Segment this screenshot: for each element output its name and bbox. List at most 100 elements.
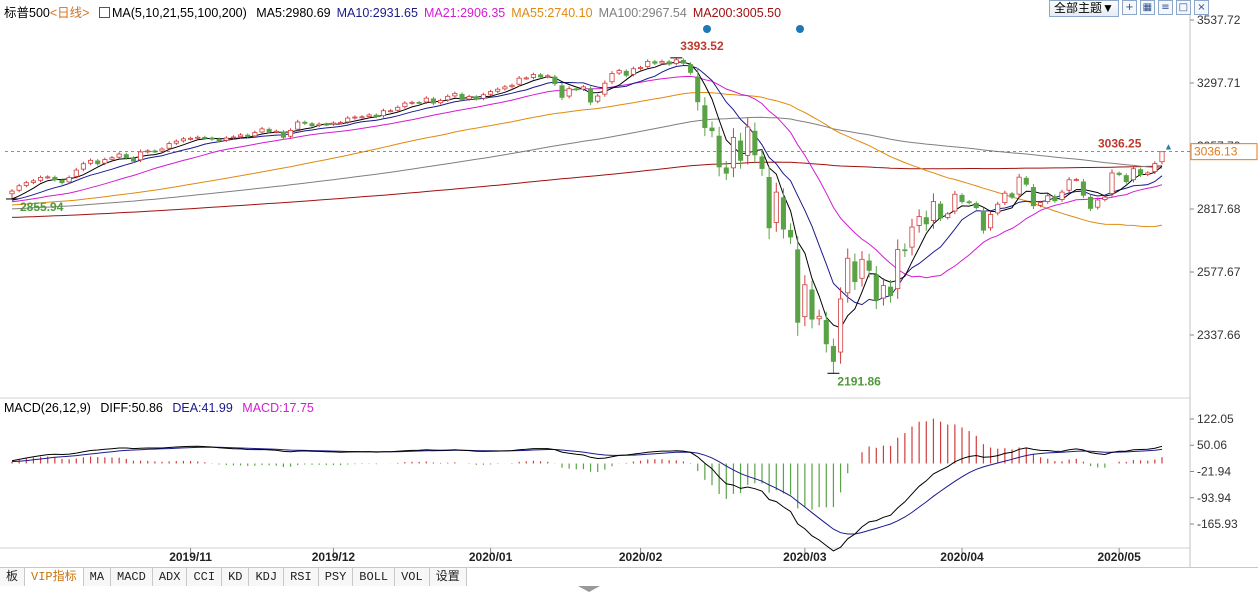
indicator-tabs: 板 VIP指标 MA MACD ADX CCI KD KDJ RSI PSY BOLL VOL 设置	[0, 567, 1258, 586]
candle-body	[352, 116, 358, 119]
candle-body	[430, 98, 436, 104]
candle-body	[388, 110, 394, 113]
candle-body	[516, 77, 522, 85]
candle	[566, 86, 572, 99]
candle	[759, 149, 765, 176]
candle-body	[288, 130, 294, 137]
candle-body	[295, 121, 301, 130]
candle-body	[766, 176, 772, 229]
candle	[766, 166, 772, 240]
tab-vip[interactable]: VIP指标	[25, 568, 84, 586]
tab-boll[interactable]: BOLL	[353, 568, 396, 586]
candle	[1030, 184, 1036, 210]
tab-ma[interactable]: MA	[83, 568, 112, 586]
price-axis: 3537.723297.713057.702817.682577.672337.…	[1190, 13, 1258, 342]
candle-body	[838, 298, 844, 353]
candle	[409, 100, 415, 105]
tab-settings[interactable]: 设置	[429, 568, 467, 586]
period-selector[interactable]: <日线>	[49, 6, 90, 20]
candle-body	[1080, 181, 1086, 196]
candle-body	[1038, 202, 1044, 206]
collapse-handle-icon[interactable]	[578, 586, 600, 592]
candlesticks[interactable]	[9, 57, 1165, 374]
tab-board[interactable]: 板	[0, 568, 26, 586]
candle-body	[473, 96, 479, 100]
price-header: 标普500<日线> MA(5,10,21,55,100,200) MA5:298…	[4, 2, 793, 21]
candle	[995, 201, 1001, 216]
macd-dea: DEA:41.99	[172, 401, 233, 415]
candle	[652, 59, 658, 65]
candle	[845, 248, 851, 303]
candle-body	[630, 68, 636, 75]
candle	[702, 97, 708, 137]
tab-cci[interactable]: CCI	[187, 568, 223, 586]
candle-body	[38, 177, 44, 181]
candle	[509, 83, 515, 89]
ma200-line	[11, 161, 1163, 218]
price-tick-label: 2577.67	[1197, 265, 1241, 279]
candle-body	[988, 214, 994, 229]
tab-psy[interactable]: PSY	[318, 568, 354, 586]
macd-title: MACD(26,12,9)	[4, 401, 91, 415]
candle-body	[495, 88, 501, 92]
candle-body	[1116, 172, 1122, 175]
date-label: 2020/05	[1097, 550, 1141, 564]
candle	[195, 135, 201, 140]
expand-icon[interactable]: +	[1121, 0, 1137, 15]
macd-tick-label: 122.05	[1197, 412, 1234, 426]
candle	[545, 74, 551, 79]
candle	[673, 57, 679, 66]
candle-body	[1023, 177, 1029, 185]
candle-body	[223, 137, 229, 141]
candle-body	[923, 217, 929, 225]
tab-rsi[interactable]: RSI	[284, 568, 319, 586]
candle	[630, 66, 636, 77]
candle-body	[316, 123, 322, 126]
candle-body	[773, 191, 779, 223]
candle-body	[130, 157, 136, 162]
candle	[495, 87, 501, 94]
candle	[38, 175, 44, 183]
candle-body	[916, 216, 922, 226]
tab-macd[interactable]: MACD	[111, 568, 153, 586]
tab-vol[interactable]: VOL	[395, 568, 430, 586]
date-label: 2019/12	[312, 550, 356, 564]
candle	[209, 136, 215, 141]
candle-body	[259, 128, 265, 133]
candle	[973, 201, 979, 210]
candle	[688, 62, 694, 75]
date-axis: 2019/11 2019/12 2020/01 2020/02 2020/03 2020/…	[169, 548, 1141, 564]
candle-body	[816, 315, 822, 320]
candle	[466, 94, 472, 101]
candle-body	[109, 157, 115, 160]
candle	[1145, 171, 1151, 177]
candle-body	[52, 176, 58, 181]
tab-kdj[interactable]: KDJ	[249, 568, 285, 586]
close-icon[interactable]: ×	[1193, 0, 1209, 15]
candle	[1116, 171, 1122, 177]
candle-body	[452, 93, 458, 97]
date-label: 2020/03	[783, 550, 827, 564]
candle-body	[45, 176, 51, 179]
fullscreen-icon[interactable]: □	[1175, 0, 1191, 15]
index-name: 标普500	[4, 6, 50, 20]
candle	[852, 253, 858, 290]
ma-legend: MA5:2980.69 MA10:2931.65 MA21:2906.35 MA55:…	[256, 6, 787, 20]
candle-body	[995, 203, 1001, 214]
tab-kd[interactable]: KD	[222, 568, 250, 586]
candle	[916, 209, 922, 233]
list-icon[interactable]: ≡	[1157, 0, 1173, 15]
macd-value: MACD:17.75	[242, 401, 314, 415]
candle	[1088, 194, 1094, 212]
candle	[788, 223, 794, 244]
candle	[1152, 161, 1158, 174]
theme-dropdown[interactable]: 全部主题▼	[1049, 0, 1119, 17]
grid-icon[interactable]: ▦	[1139, 0, 1155, 15]
candle	[738, 132, 744, 169]
candle-body	[330, 122, 336, 125]
candle	[802, 275, 808, 327]
candle-body	[809, 289, 815, 320]
tab-adx[interactable]: ADX	[152, 568, 188, 586]
candle-body	[552, 76, 558, 85]
